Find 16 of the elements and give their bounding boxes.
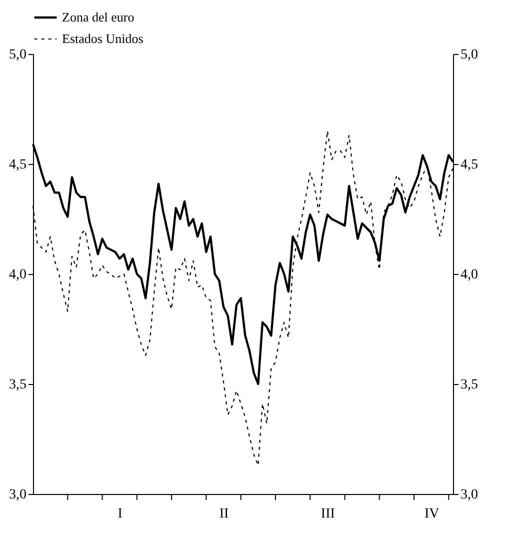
y2-tick-label: 3,0: [460, 488, 478, 502]
y-tick-label: 4,0: [9, 268, 26, 282]
x-tick-label: II: [219, 506, 230, 522]
y2-tick-label: 5,0: [460, 48, 478, 62]
y-tick-label: 3,5: [9, 378, 26, 392]
legend-label: Estados Unidos: [62, 31, 144, 46]
y-tick-label: 4,5: [9, 158, 26, 172]
x-tick-label: IV: [424, 506, 440, 522]
y-tick-label: 5,0: [9, 48, 26, 62]
y2-tick-label: 4,5: [460, 158, 478, 172]
y2-tick-label: 3,5: [460, 378, 478, 392]
x-tick-label: I: [118, 506, 123, 522]
legend-label: Zona del euro: [62, 10, 134, 24]
x-tick-label: III: [320, 506, 336, 522]
y2-tick-label: 4,0: [460, 268, 478, 282]
y-tick-label: 3,0: [9, 488, 26, 502]
